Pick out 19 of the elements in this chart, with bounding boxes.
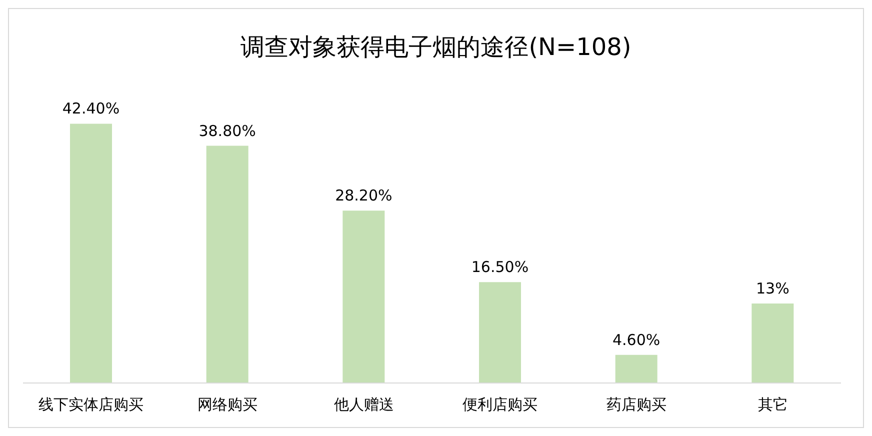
bar (342, 210, 385, 383)
x-tick-label: 他人赠送 (334, 396, 394, 414)
data-label: 42.40% (62, 100, 120, 118)
x-tick-label: 网络购买 (198, 396, 258, 414)
data-label: 13% (756, 280, 790, 298)
data-label: 4.60% (612, 330, 660, 349)
data-label: 16.50% (471, 258, 529, 276)
data-label: 38.80% (198, 122, 256, 140)
x-tick-label: 其它 (758, 396, 788, 414)
data-label: 28.20% (335, 186, 392, 205)
bar (752, 304, 794, 383)
bar (479, 282, 521, 383)
bar (615, 354, 658, 383)
chart-title: 调查对象获得电子烟的途径(N=108) (240, 32, 632, 63)
x-tick-label: 药店购买 (606, 396, 666, 414)
bar (70, 124, 112, 383)
x-tick-label: 便利店购买 (462, 396, 538, 414)
bar (206, 146, 248, 383)
x-tick-label: 线下实体店购买 (38, 396, 144, 414)
